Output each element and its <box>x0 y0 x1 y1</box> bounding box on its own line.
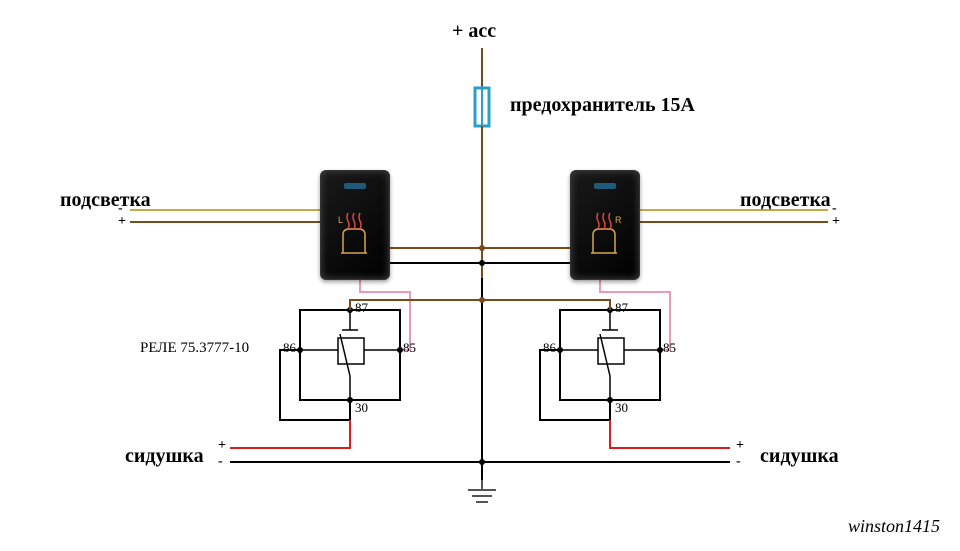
pin85-right: 85 <box>663 340 676 356</box>
wiring-diagram <box>0 0 960 551</box>
relay-model-label: РЕЛЕ 75.3777-10 <box>140 340 249 357</box>
pin30-right: 30 <box>615 400 628 416</box>
signature: winston1415 <box>848 516 940 537</box>
acc-label: + acc <box>452 20 496 43</box>
backlight-left-label: подсветка <box>60 189 151 212</box>
minus-seat-left: - <box>218 454 223 470</box>
switch-right-led <box>594 183 616 189</box>
switch-left: L <box>320 170 390 280</box>
svg-text:L: L <box>338 215 343 225</box>
seat-right-label: сидушка <box>760 445 839 468</box>
minus-seat-right: - <box>736 454 741 470</box>
pin87-right: 87 <box>615 300 628 316</box>
plus-seat-right: + <box>736 438 744 454</box>
pin30-left: 30 <box>355 400 368 416</box>
wire-seat-left-plus <box>230 420 350 448</box>
switch-right: R <box>570 170 640 280</box>
wire-87-right <box>482 300 610 310</box>
seat-heater-right-icon: R <box>585 209 625 259</box>
svg-text:R: R <box>615 215 622 225</box>
wire-relay-right-86-30 <box>540 350 610 420</box>
seat-left-label: сидушка <box>125 445 204 468</box>
seat-heater-left-icon: L <box>335 209 375 259</box>
fuse-label: предохранитель 15А <box>510 94 695 117</box>
pin85-left: 85 <box>403 340 416 356</box>
backlight-right-label: подсветка <box>740 189 831 212</box>
wire-relay-left-86-30 <box>280 350 350 420</box>
pin86-left: 86 <box>283 340 296 356</box>
switch-left-led <box>344 183 366 189</box>
pin87-left: 87 <box>355 300 368 316</box>
plus-bl-right: + <box>832 214 840 230</box>
junction-2 <box>479 260 485 266</box>
plus-seat-left: + <box>218 438 226 454</box>
pin86-right: 86 <box>543 340 556 356</box>
plus-bl-left: + <box>118 214 126 230</box>
wire-seat-right-plus <box>610 420 730 448</box>
wire-87-left <box>350 300 482 310</box>
